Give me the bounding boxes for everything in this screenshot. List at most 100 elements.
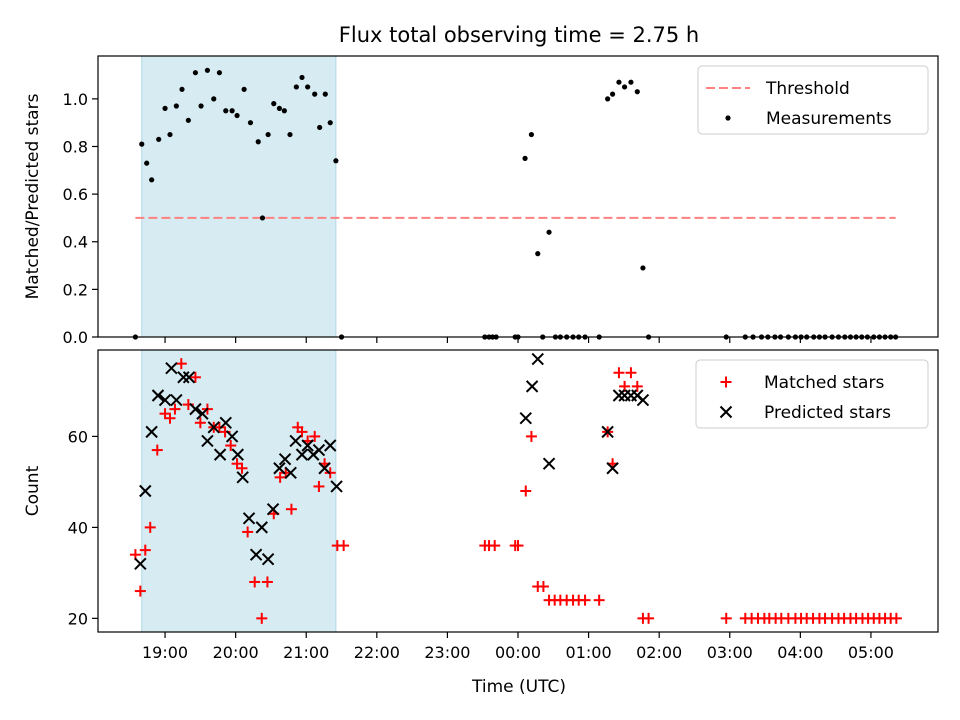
predicted-star-point	[231, 448, 244, 461]
measurement-point	[281, 108, 287, 114]
bottom-y-tick-label: 20	[68, 609, 88, 628]
predicted-star-point	[158, 393, 172, 407]
top-legend-box	[697, 65, 929, 135]
top-y-tick-label: 0.8	[63, 137, 88, 156]
chart-title: Flux total observing time = 2.75 h	[339, 23, 699, 47]
measurement-point	[621, 84, 628, 90]
bottom-legend-box	[695, 359, 929, 429]
predicted-star-point	[525, 380, 539, 393]
predicted-star-point	[189, 402, 202, 416]
x-tick-label: 00:00	[495, 643, 541, 662]
measurement-point	[156, 136, 162, 142]
x-tick-label: 21:00	[283, 643, 329, 662]
x-tick-label: 05:00	[848, 643, 894, 662]
measurement-point	[255, 139, 261, 145]
predicted-star-point	[207, 421, 220, 434]
measurement-point	[605, 96, 611, 102]
predicted-star-point	[324, 439, 337, 452]
predicted-star-point	[606, 462, 619, 475]
predicted-star-point	[601, 425, 614, 439]
measurement-point	[179, 86, 185, 92]
predicted-star-point	[519, 412, 532, 425]
measurement-point	[144, 160, 150, 166]
measurement-point	[139, 141, 145, 147]
measurement-point	[546, 229, 552, 235]
x-tick-label: 23:00	[424, 643, 470, 662]
predicted-star-point	[201, 434, 214, 448]
predicted-star-point	[170, 393, 183, 407]
predicted-star-point	[318, 462, 331, 475]
top-y-tick-label: 1.0	[63, 90, 88, 109]
measurement-point	[234, 112, 240, 119]
measurement-point	[317, 124, 323, 131]
top-y-tick-label: 0.4	[63, 233, 88, 252]
measurement-point	[327, 120, 333, 126]
predicted-star-point	[289, 434, 302, 448]
predicted-star-point	[242, 512, 256, 525]
bottom-y-tick-label: 60	[68, 427, 88, 446]
predicted-star-point	[301, 439, 314, 452]
x-tick-label: 02:00	[636, 643, 682, 662]
bottom-legend-label: Predicted stars	[764, 403, 891, 423]
predicted-star-point	[278, 452, 292, 466]
predicted-star-point	[273, 462, 286, 475]
measurement-point	[216, 70, 223, 76]
measurement-point	[162, 105, 168, 111]
measurement-point	[223, 108, 229, 114]
top-ratio-plot: 0.0 0.2 0.4 0.6 0.8 1.0 Matched/Predicted star…	[23, 55, 939, 347]
predicted-star-point	[182, 371, 196, 384]
bottom-legend-label: Matched stars	[764, 373, 884, 393]
measurement-point	[322, 91, 328, 97]
measurement-point	[333, 158, 339, 164]
top-y-axis-label: Matched/Predicted stars	[23, 93, 43, 299]
measurement-point	[149, 177, 155, 183]
predicted-star-point	[236, 471, 249, 484]
measurement-point	[305, 84, 311, 90]
predicted-star-point	[219, 416, 232, 429]
x-tick-label: 22:00	[354, 643, 400, 662]
measurement-point	[528, 131, 535, 138]
x-tick-label: 01:00	[566, 643, 612, 662]
top-observing-window	[141, 55, 337, 338]
predicted-star-point	[531, 352, 544, 366]
measurement-point	[616, 79, 622, 85]
top-y-tick-label: 0.2	[63, 280, 88, 299]
measurement-point	[522, 155, 528, 161]
predicted-star-point	[134, 557, 147, 570]
predicted-star-point	[255, 521, 268, 534]
top-axes-frame	[97, 55, 939, 338]
measurement-point	[276, 105, 283, 111]
measurement-point	[535, 251, 541, 257]
predicted-star-point	[177, 371, 190, 384]
measurement-point	[271, 101, 277, 107]
measurement-point	[640, 265, 646, 271]
top-legend-label: Measurements	[766, 109, 892, 129]
measurement-point	[247, 120, 254, 126]
bottom-axes-frame	[97, 349, 939, 633]
measurement-point	[628, 79, 634, 85]
predicted-star-point	[249, 548, 263, 561]
measurement-point	[312, 91, 318, 97]
measurement-point	[265, 131, 271, 138]
bottom-observing-window	[141, 349, 337, 633]
predicted-star-point	[145, 425, 158, 439]
legend-measurement-swatch	[725, 115, 731, 121]
predicted-star-point	[330, 480, 343, 493]
measurement-point	[211, 96, 217, 102]
measurement-point	[192, 70, 199, 76]
bottom-y-axis-label: Count	[23, 465, 43, 516]
measurement-point	[299, 74, 305, 81]
x-tick-label: 03:00	[707, 643, 753, 662]
predicted-star-point	[213, 448, 227, 461]
measurement-point	[185, 117, 191, 123]
x-tick-label: 19:00	[142, 643, 188, 662]
predicted-star-point	[312, 443, 326, 457]
predicted-star-point	[284, 466, 297, 480]
measurement-point	[204, 67, 211, 73]
legend-predicted-swatch	[719, 405, 733, 419]
predicted-star-point	[139, 484, 152, 498]
measurement-point	[634, 89, 640, 95]
x-tick-label: 20:00	[213, 643, 259, 662]
top-legend-label: Threshold	[765, 79, 850, 99]
